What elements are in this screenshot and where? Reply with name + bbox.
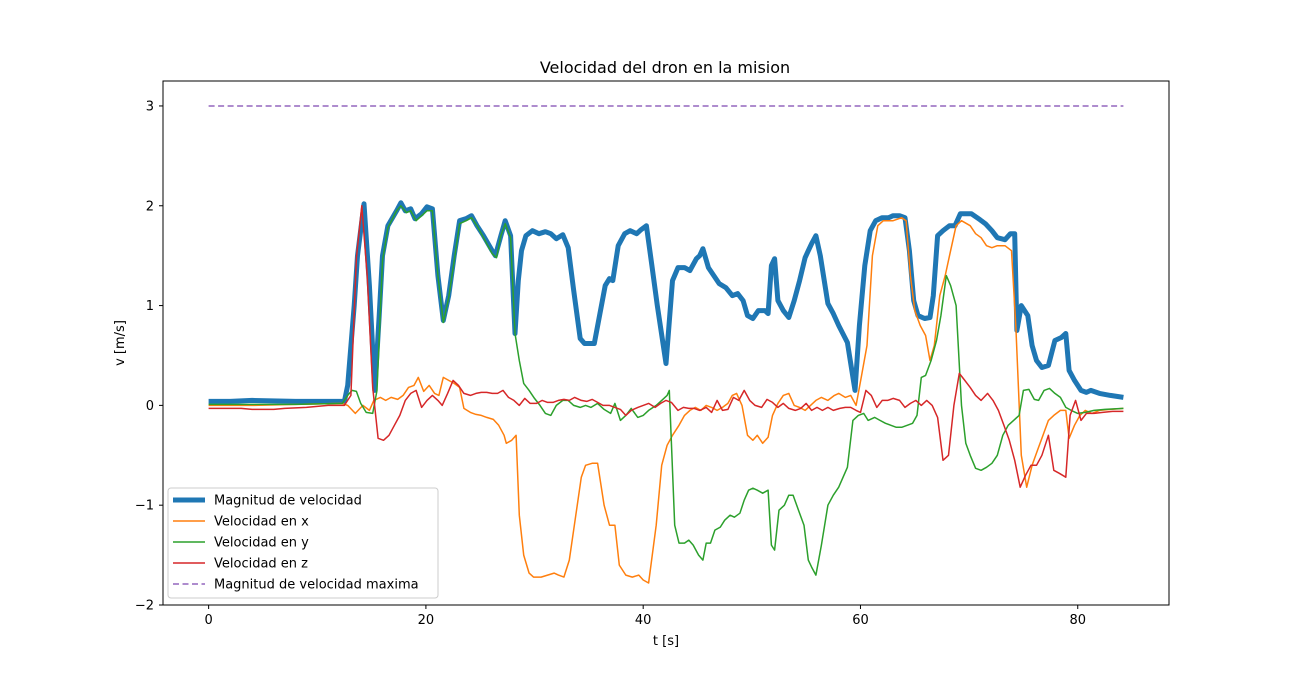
series-layer <box>208 105 1124 584</box>
legend-label-magnitud-de-velocidad: Magnitud de velocidad <box>214 494 362 509</box>
x-tick-label: 20 <box>418 613 435 628</box>
legend-label-velocidad-en-z: Velocidad en z <box>214 557 308 572</box>
series-line-velocidad-en-z <box>208 205 1124 488</box>
legend-label-velocidad-en-x: Velocidad en x <box>214 515 309 530</box>
legend-frame <box>167 487 439 599</box>
y-tick-label: 2 <box>146 199 154 214</box>
legend-label-velocidad-en-y: Velocidad en y <box>214 536 309 551</box>
y-tick-label: −1 <box>135 499 154 514</box>
series-line-velocidad-en-y <box>208 205 1124 576</box>
legend: Magnitud de velocidad Velocidad en x Veloc… <box>167 487 439 599</box>
x-tick-label: 0 <box>204 613 212 628</box>
series-line-velocidad-en-x <box>208 216 1124 584</box>
x-axis-label: t [s] <box>653 634 679 649</box>
legend-label-magnitud-de-velocidad-maxima: Magnitud de velocidad maxima <box>214 578 419 593</box>
y-tick-label: −2 <box>135 599 154 614</box>
x-tick-label: 80 <box>1069 613 1086 628</box>
chart-title: Velocidad del dron en la mision <box>540 58 790 77</box>
y-tick-label: 1 <box>146 299 154 314</box>
y-axis-label: v [m/s] <box>113 320 128 366</box>
x-axis-ticks: 0 20 40 60 80 <box>204 605 1086 628</box>
x-tick-label: 60 <box>852 613 869 628</box>
x-tick-label: 40 <box>635 613 652 628</box>
plot-frame <box>162 80 1170 606</box>
y-axis-ticks: −2 −1 0 1 2 3 <box>135 99 163 614</box>
y-tick-label: 3 <box>146 99 154 114</box>
y-tick-label: 0 <box>146 399 154 414</box>
plot-area <box>162 80 1170 606</box>
